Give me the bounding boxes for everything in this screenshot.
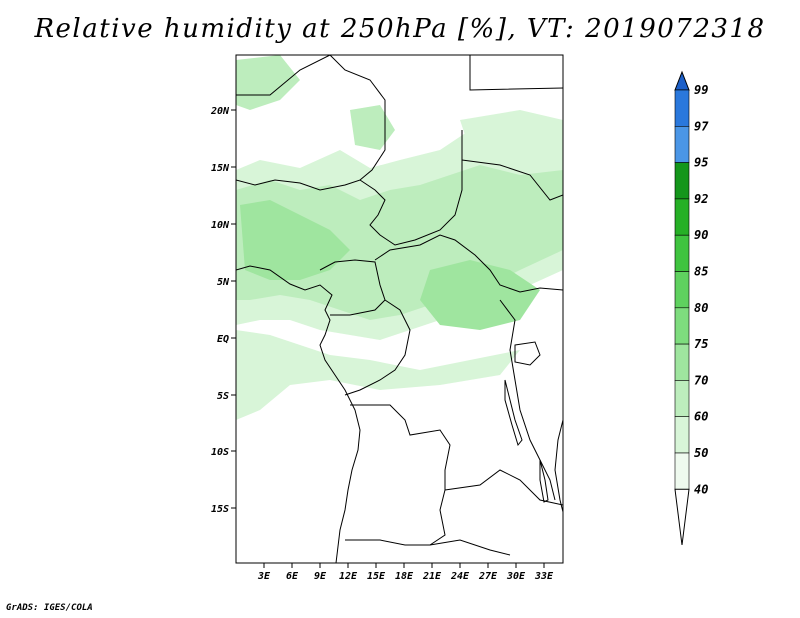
latitude-axis: 20N 15N 10N 5N EQ 5S 10S 15S — [210, 106, 236, 515]
colorbar: 99 97 95 92 90 85 80 75 70 60 50 40 — [674, 70, 709, 546]
coastline-east — [554, 419, 563, 515]
colorbar-label-90: 90 — [694, 228, 708, 242]
border-north — [236, 55, 386, 181]
lon-label-33e: 33E — [534, 571, 554, 582]
humidity-patch-nw — [236, 55, 300, 110]
lon-label-18e: 18E — [395, 571, 414, 582]
lon-label-24e: 24E — [450, 571, 470, 582]
lat-label-15s: 15S — [211, 504, 229, 515]
lon-label-21e: 21E — [422, 571, 442, 582]
border-south — [345, 539, 511, 556]
colorbar-label-75: 75 — [694, 337, 708, 351]
border-zambia — [444, 469, 563, 506]
humidity-region-core — [240, 200, 350, 280]
lon-label-15e: 15E — [367, 571, 386, 582]
humidity-patch-ne — [460, 110, 563, 160]
colorbar-swatch-75 — [674, 307, 690, 345]
humidity-shading — [236, 55, 563, 420]
lat-label-eq: EQ — [217, 334, 229, 345]
colorbar-swatch-70 — [674, 343, 690, 381]
colorbar-swatch-95 — [674, 126, 690, 163]
colorbar-swatch-50 — [674, 416, 690, 454]
lon-label-9e: 9E — [314, 571, 327, 582]
colorbar-label-80: 80 — [694, 301, 708, 315]
lat-label-10n: 10N — [211, 220, 230, 231]
lon-label-3e: 3E — [257, 571, 271, 582]
colorbar-label-99: 99 — [694, 83, 708, 97]
lat-label-20n: 20N — [210, 106, 230, 117]
lon-label-30e: 30E — [506, 571, 526, 582]
colorbar-label-50: 50 — [694, 446, 708, 460]
lon-label-6e: 6E — [286, 571, 299, 582]
colorbar-bottom-arrow — [674, 488, 690, 546]
colorbar-label-40: 40 — [694, 482, 708, 496]
border-sudan — [461, 159, 563, 201]
border-angola — [350, 404, 451, 546]
border-car — [374, 234, 563, 293]
colorbar-swatch-85 — [674, 234, 690, 272]
colorbar-label-70: 70 — [694, 373, 708, 387]
border-congo — [344, 299, 411, 396]
colorbar-label-60: 60 — [694, 410, 708, 424]
lake-malawi — [539, 459, 549, 503]
colorbar-swatch-92 — [674, 162, 690, 200]
chart-title: Relative humidity at 250hPa [%], VT: 201… — [34, 14, 766, 44]
lat-label-15n: 15N — [211, 163, 230, 174]
map-border — [235, 54, 564, 564]
colorbar-swatch-40 — [674, 452, 690, 490]
lat-label-10s: 10S — [211, 447, 229, 458]
longitude-axis: 3E 6E 9E 12E 15E 18E 21E 24E 27E 30E 33E — [257, 563, 554, 582]
humidity-region-south — [236, 330, 520, 420]
colorbar-swatch-90 — [674, 198, 690, 236]
colorbar-label-85: 85 — [694, 265, 708, 279]
colorbar-label-95: 95 — [694, 156, 708, 170]
lake-victoria — [514, 341, 541, 366]
colorbar-label-92: 92 — [694, 192, 708, 206]
lon-label-27e: 27E — [478, 571, 498, 582]
lon-label-12e: 12E — [339, 571, 358, 582]
country-borders — [236, 55, 563, 563]
lat-label-5s: 5S — [217, 391, 229, 402]
border-sahel — [236, 130, 463, 246]
colorbar-swatch-80 — [674, 271, 690, 309]
border-cameroon — [319, 259, 386, 316]
border-drc-east — [499, 299, 556, 501]
colorbar-top-arrow — [674, 70, 690, 91]
colorbar-swatch-60 — [674, 380, 690, 417]
humidity-patch-sahara — [350, 105, 395, 150]
grads-credit: GrADS: IGES/COLA — [6, 603, 93, 613]
colorbar-label-97: 97 — [694, 119, 709, 133]
lat-label-5n: 5N — [217, 277, 230, 288]
border-egypt-libya — [469, 55, 563, 91]
lake-tanganyika — [504, 379, 523, 447]
colorbar-swatch-97 — [674, 89, 690, 127]
coastline-west — [236, 265, 361, 563]
